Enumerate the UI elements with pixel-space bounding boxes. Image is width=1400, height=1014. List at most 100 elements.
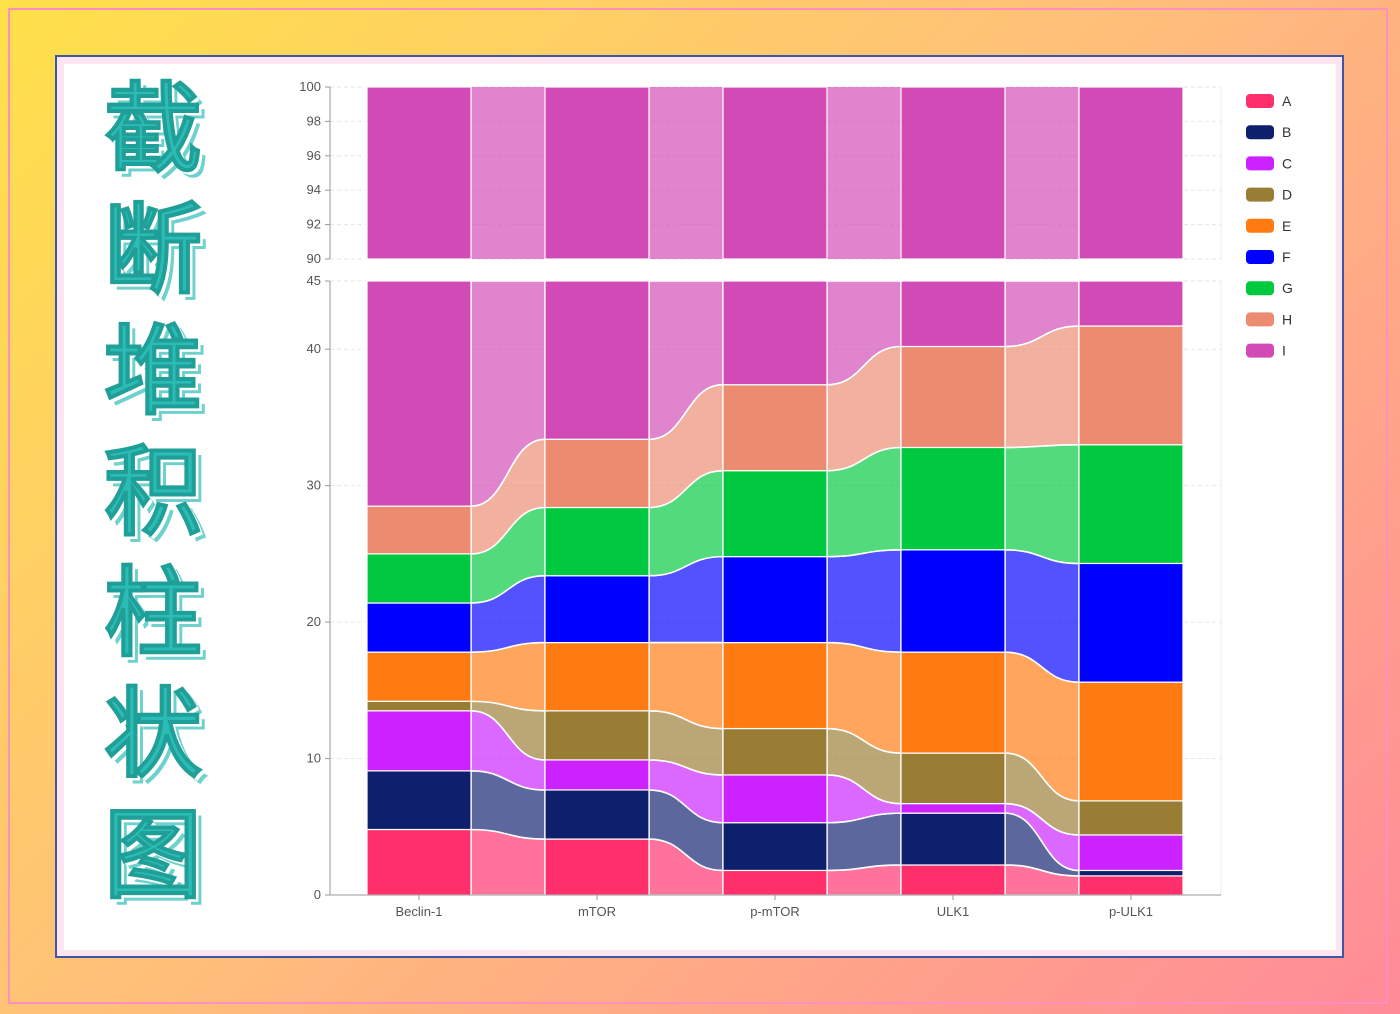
title-char: 状 — [103, 678, 202, 793]
y-tick-label: 98 — [307, 113, 321, 128]
bar-segment — [900, 446, 1006, 551]
bar-segment — [722, 727, 828, 776]
y-tick-label: 96 — [307, 148, 321, 163]
bar-segment — [900, 752, 1006, 805]
bar-segment — [900, 812, 1006, 866]
bar-segment — [722, 869, 828, 896]
y-tick-label: 40 — [307, 341, 321, 356]
frame-border — [8, 8, 1388, 1004]
x-tick-label: ULK1 — [937, 904, 970, 919]
legend-swatch — [1246, 343, 1274, 358]
bar-segment — [900, 549, 1006, 653]
connector-ribbon — [470, 280, 546, 507]
bar-segment — [1078, 280, 1184, 327]
bar-segment — [544, 641, 650, 712]
bar-segment — [722, 822, 828, 872]
y-tick-label: 94 — [307, 182, 321, 197]
title-char: 积 — [103, 436, 202, 551]
bar-segment — [366, 553, 472, 604]
y-tick-label: 90 — [307, 251, 321, 266]
bar-segment — [366, 505, 472, 555]
bar-segment — [1078, 875, 1184, 896]
connector-ribbon — [1004, 443, 1080, 565]
connector-ribbon — [471, 87, 545, 259]
legend-swatch — [1246, 312, 1274, 327]
bar-segment — [722, 556, 828, 644]
bar-segment — [1078, 562, 1184, 683]
y-tick-label: 10 — [307, 751, 321, 766]
bar-segment — [900, 345, 1006, 449]
title-char: 柱 — [103, 557, 202, 672]
y-tick-label: 92 — [307, 217, 321, 232]
bar-segment — [544, 789, 650, 840]
legend-swatch — [1246, 281, 1274, 296]
y-tick-label: 0 — [314, 887, 321, 902]
connector-ribbon — [826, 548, 902, 653]
title-char: 堆 — [103, 315, 202, 430]
legend-label: H — [1282, 311, 1292, 327]
legend-swatch — [1246, 94, 1274, 108]
legend-label: I — [1282, 343, 1286, 359]
legend-swatch — [1246, 156, 1274, 171]
y-tick-label: 30 — [307, 478, 321, 493]
legend-swatch — [1246, 218, 1274, 233]
legend-label: A — [1282, 93, 1292, 109]
bar-segment — [366, 86, 472, 260]
bar-segment — [1078, 325, 1184, 446]
connector-ribbon — [827, 87, 901, 259]
connector-ribbon — [1005, 87, 1079, 259]
connector-ribbon — [648, 280, 724, 441]
bar-segment — [900, 86, 1006, 260]
y-tick-label: 20 — [307, 614, 321, 629]
bar-segment — [366, 700, 472, 712]
bar-segment — [544, 575, 650, 644]
bar-segment — [544, 280, 650, 440]
bar-segment — [366, 602, 472, 653]
bar-segment — [544, 506, 650, 577]
legend-label: F — [1282, 249, 1291, 265]
x-tick-label: p-mTOR — [750, 904, 800, 919]
bar-segment — [900, 651, 1006, 754]
bar-segment — [722, 86, 828, 260]
x-tick-label: p-ULK1 — [1109, 904, 1153, 919]
bar-segment — [1078, 444, 1184, 565]
bar-segment — [544, 438, 650, 509]
legend-swatch — [1246, 250, 1274, 264]
legend-label: C — [1282, 155, 1292, 171]
bar-segment — [366, 280, 472, 507]
vertical-title: 截断堆积柱状图 — [98, 70, 208, 914]
bar-segment — [722, 641, 828, 730]
x-tick-label: mTOR — [578, 904, 616, 919]
legend-label: B — [1282, 124, 1291, 140]
bar-segment — [366, 710, 472, 772]
y-tick-label: 45 — [307, 273, 321, 288]
title-char: 截 — [103, 73, 202, 188]
bar-segment — [1078, 681, 1184, 802]
title-char: 断 — [103, 194, 202, 309]
bar-segment — [366, 828, 472, 896]
bar-segment — [1078, 869, 1184, 877]
bar-segment — [722, 384, 828, 472]
legend-label: E — [1282, 218, 1291, 234]
bar-segment — [366, 770, 472, 831]
bar-segment — [544, 759, 650, 791]
bar-segment — [1078, 800, 1184, 836]
title-char: 图 — [103, 799, 202, 914]
bar-segment — [722, 280, 828, 386]
bar-segment — [544, 838, 650, 896]
bar-segment — [722, 774, 828, 824]
legend-label: G — [1282, 280, 1293, 296]
bar-segment — [544, 710, 650, 761]
legend-swatch — [1246, 187, 1274, 202]
bar-segment — [722, 470, 828, 558]
bar-segment — [1078, 834, 1184, 872]
y-tick-label: 100 — [299, 79, 321, 94]
bar-segment — [1078, 86, 1184, 260]
bar-segment — [544, 86, 650, 260]
legend-swatch — [1246, 125, 1274, 140]
connector-ribbon — [649, 87, 723, 259]
connector-ribbon — [470, 641, 546, 712]
bar-segment — [366, 651, 472, 702]
bar-segment — [900, 280, 1006, 348]
